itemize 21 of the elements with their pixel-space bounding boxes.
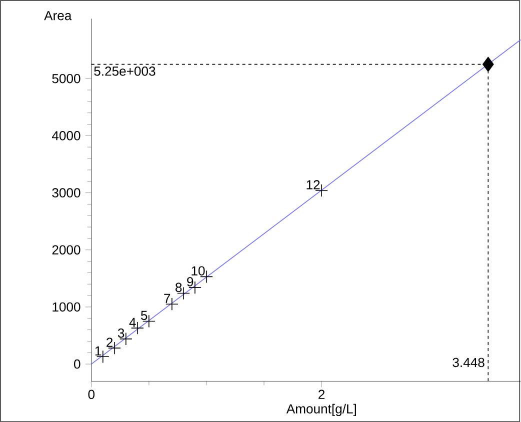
annotation: 2	[106, 338, 113, 347]
y-tick-label: 3000	[52, 188, 80, 198]
annotation: 7	[164, 294, 170, 303]
annotation: 1	[95, 346, 102, 356]
ref-line-label: 3.448	[452, 358, 484, 368]
point	[482, 56, 494, 72]
y-tick-label: 5000	[52, 74, 80, 84]
y-tick-label: 1000	[52, 302, 80, 312]
annotation: 8	[176, 282, 182, 292]
annotation: 12	[306, 180, 320, 190]
y-tick-label: 2000	[52, 245, 80, 254]
x-axis-title: Amount[g/L]	[286, 404, 356, 416]
ref-line-label: 5.25e+003	[94, 66, 156, 76]
y-tick-label: 0	[74, 359, 80, 369]
y-tick-label: 4000	[52, 130, 80, 140]
annotation: 3	[118, 328, 124, 338]
annotation: 4	[129, 318, 136, 327]
annotation: 9	[187, 277, 194, 286]
y-axis-title: Area	[44, 11, 72, 20]
annotation: 10	[192, 266, 205, 276]
annotation: 5	[140, 310, 148, 320]
